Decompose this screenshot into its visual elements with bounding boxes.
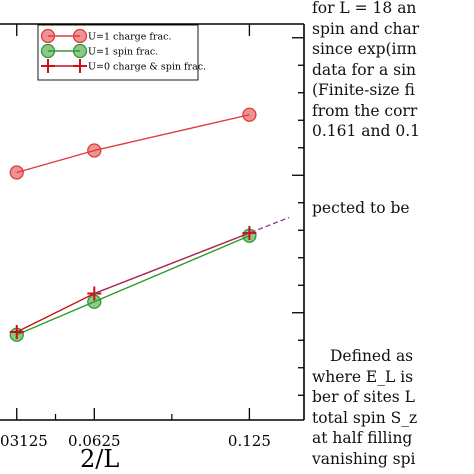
legend-entry: U=1 charge frac. — [40, 28, 171, 44]
series-line — [16, 114, 250, 174]
series-u-1-spin-frac- — [9, 228, 257, 342]
data-point — [41, 59, 55, 73]
data-point — [9, 165, 24, 180]
text-line: data for a sin — [312, 60, 417, 79]
data-point — [73, 59, 87, 73]
text-line: pected to be — [312, 199, 410, 217]
series-u-1-charge-frac- — [9, 107, 257, 180]
text-line: since exp(iπn — [312, 40, 417, 58]
text-line: ber of sites L — [312, 388, 415, 406]
text-line: where E_L is — [312, 367, 414, 386]
data-point — [40, 43, 56, 59]
legend-label: U=1 spin frac. — [88, 47, 158, 58]
legend-label: U=1 charge frac. — [88, 32, 171, 43]
text-line: for L = 18 an — [312, 0, 417, 17]
x-tick-labels: 0.03125 0.0625 0.125 — [0, 432, 271, 450]
paper-text-block-2: pected to be — [312, 198, 474, 219]
y-ticks — [292, 37, 304, 396]
plot-frame — [0, 23, 305, 421]
legend-box — [37, 24, 199, 81]
series-layer — [9, 107, 257, 342]
data-point — [9, 325, 24, 339]
x-ticks — [16, 24, 251, 420]
series-line — [16, 235, 250, 336]
text-line: total spin S_z — [312, 408, 418, 427]
x-axis-label: 2/L — [80, 445, 119, 473]
x-tick-label: 0.0625 — [68, 432, 121, 450]
dashed-extrapolation-line — [94, 216, 290, 295]
text-line: (Finite-size fi — [312, 81, 415, 99]
data-point — [40, 28, 56, 44]
legend-entry: U=1 spin frac. — [40, 43, 158, 59]
text-line: 0.161 and 0.1 — [312, 122, 421, 140]
text-line: vanishing spi — [312, 449, 416, 468]
text-line: spin and char — [312, 19, 420, 38]
data-point — [72, 43, 88, 59]
x-tick-label: 0.125 — [228, 432, 271, 450]
legend-entry: U=0 charge & spin frac. — [41, 59, 206, 73]
x-tick-label: 0.03125 — [0, 432, 48, 450]
data-point — [87, 143, 102, 158]
data-point — [242, 226, 257, 240]
text-line: Defined as — [330, 347, 414, 365]
data-point — [72, 28, 88, 44]
paper-text-block-1: for L = 18 an spin and char since exp(iπn d… — [312, 0, 474, 142]
paper-text-block-3: Defined as where E_L is ber of sites L tota… — [312, 346, 474, 469]
legend-label: U=0 charge & spin frac. — [88, 62, 206, 73]
legend: U=1 charge frac. U=1 spin frac. U=0 charge… — [37, 24, 206, 81]
series-line — [16, 232, 250, 333]
data-point — [242, 107, 257, 122]
text-line: from the corr — [312, 101, 418, 120]
text-line: at half filling — [312, 429, 413, 447]
